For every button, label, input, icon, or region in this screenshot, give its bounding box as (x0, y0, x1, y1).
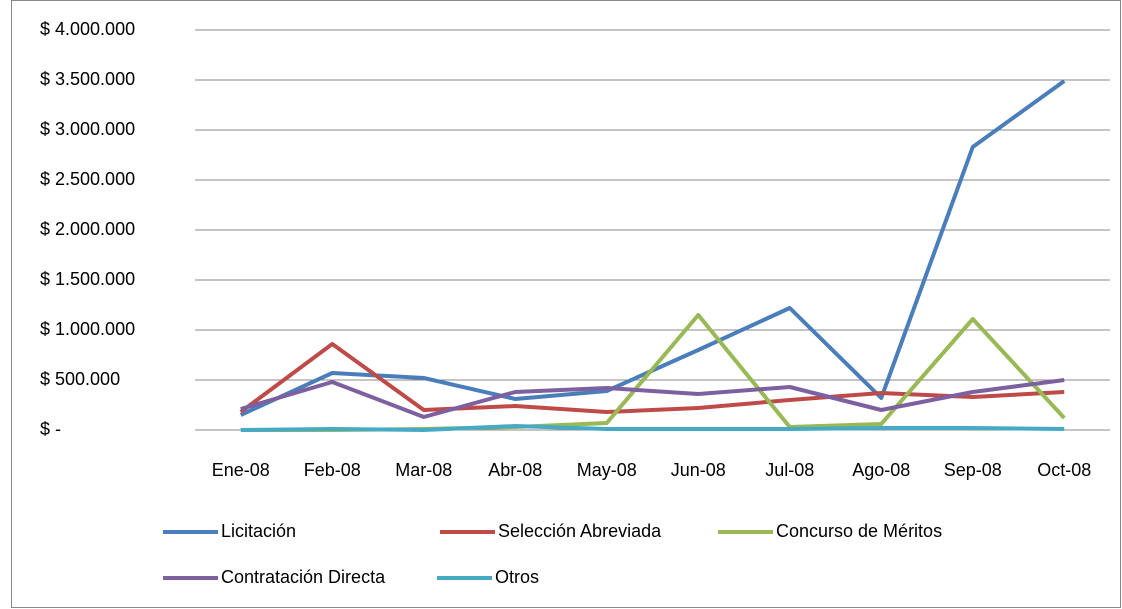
x-tick-label: Abr-08 (488, 460, 542, 480)
y-tick-label: $ 1.000.000 (40, 319, 135, 339)
x-tick-label: Jun-08 (671, 460, 726, 480)
legend-label: Otros (495, 567, 539, 587)
y-tick-label: $ 500.000 (40, 369, 120, 389)
x-tick-label: Feb-08 (304, 460, 361, 480)
x-tick-label: May-08 (577, 460, 637, 480)
x-tick-label: Oct-08 (1037, 460, 1091, 480)
series-line (240, 378, 1065, 419)
series-line (239, 342, 1065, 414)
x-tick-label: Ago-08 (852, 460, 910, 480)
y-tick-label: $ 3.500.000 (40, 69, 135, 89)
y-tick-label: $ 1.500.000 (40, 269, 135, 289)
legend-label: Contratación Directa (221, 567, 386, 587)
series-line (240, 424, 1065, 432)
y-tick-label: $ 2.500.000 (40, 169, 135, 189)
x-tick-label: Ene-08 (212, 460, 270, 480)
x-tick-label: Jul-08 (765, 460, 814, 480)
y-tick-label: $ - (40, 419, 61, 439)
y-tick-label: $ 4.000.000 (40, 19, 135, 39)
legend-label: Selección Abreviada (498, 521, 662, 541)
x-tick-label: Sep-08 (944, 460, 1002, 480)
chart-border (11, 0, 1121, 608)
legend-label: Concurso de Méritos (776, 521, 942, 541)
y-tick-label: $ 2.000.000 (40, 219, 135, 239)
y-tick-label: $ 3.000.000 (40, 119, 135, 139)
x-tick-label: Mar-08 (395, 460, 452, 480)
legend-label: Licitación (221, 521, 296, 541)
